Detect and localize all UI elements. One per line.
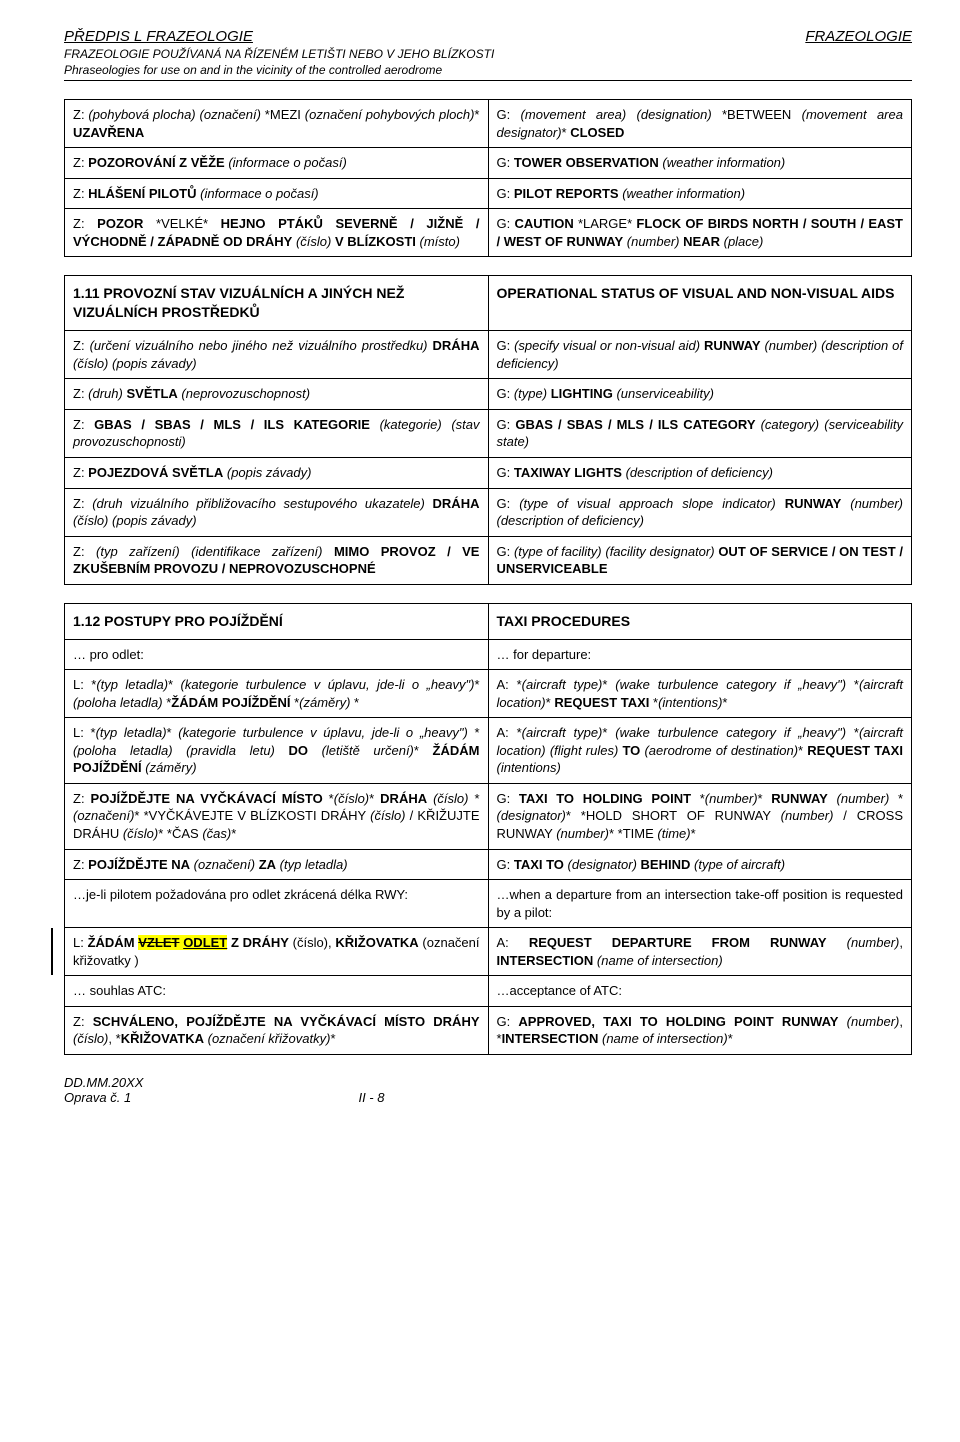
table-cell-en: G: (specify visual or non-visual aid) RU… (488, 331, 912, 379)
table-cell-cz: Z: (typ zařízení) (identifikace zařízení… (65, 536, 489, 584)
table-cell-en: A: *(aircraft type)* (wake turbulence ca… (488, 670, 912, 718)
section-1-11-cz: 1.11 PROVOZNÍ STAV VIZUÁLNÍCH A JINÝCH N… (65, 276, 489, 331)
table-cell-en: G: APPROVED, TAXI TO HOLDING POINT RUNWA… (488, 1006, 912, 1054)
table-cell-cz: Z: (druh vizuálního přibližovacího sestu… (65, 488, 489, 536)
table-cell-en: G: (type of facility) (facility designat… (488, 536, 912, 584)
table-cell-en: G: CAUTION *LARGE* FLOCK OF BIRDS NORTH … (488, 209, 912, 257)
table-cell-cz: Z: POJÍŽDĚJTE NA (označení) ZA (typ leta… (65, 849, 489, 880)
section-1-12-cz: 1.12 POSTUPY PRO POJÍŽDĚNÍ (65, 603, 489, 639)
section-1-12-en: TAXI PROCEDURES (488, 603, 912, 639)
table-cell-cz: Z: POZOROVÁNÍ Z VĚŽE (informace o počasí… (65, 148, 489, 179)
table-cell-cz: L: ŽÁDÁM VZLET ODLET Z DRÁHY (číslo), KŘ… (65, 928, 489, 976)
doc-title-left: PŘEDPIS L FRAZEOLOGIE (64, 28, 253, 45)
doc-subtitle-cz: FRAZEOLOGIE POUŽÍVANÁ NA ŘÍZENÉM LETIŠTI… (64, 47, 912, 63)
table-block-1: Z: (pohybová plocha) (označení) *MEZI (o… (64, 99, 912, 257)
table-cell-cz: Z: POJEZDOVÁ SVĚTLA (popis závady) (65, 457, 489, 488)
table-cell-cz: Z: HLÁŠENÍ PILOTŮ (informace o počasí) (65, 178, 489, 209)
table-cell-cz: Z: (druh) SVĚTLA (neprovozuschopnost) (65, 379, 489, 410)
table-cell-cz: Z: POJÍŽDĚJTE NA VYČKÁVACÍ MÍSTO *(číslo… (65, 783, 489, 849)
table-cell-en: G: TAXI TO (designator) BEHIND (type of … (488, 849, 912, 880)
table-cell-cz: Z: (pohybová plocha) (označení) *MEZI (o… (65, 100, 489, 148)
table-cell-en: G: (type of visual approach slope indica… (488, 488, 912, 536)
table-cell-en: G: TAXI TO HOLDING POINT *(number)* RUNW… (488, 783, 912, 849)
footer-page-number: II - 8 (358, 1090, 384, 1105)
table-cell-en: G: TAXIWAY LIGHTS (description of defici… (488, 457, 912, 488)
table-block-2: 1.11 PROVOZNÍ STAV VIZUÁLNÍCH A JINÝCH N… (64, 275, 912, 584)
table-cell-cz: … souhlas ATC: (65, 976, 489, 1007)
table-cell-cz: …je-li pilotem požadována pro odlet zkrá… (65, 880, 489, 928)
table-cell-cz: … pro odlet: (65, 639, 489, 670)
table-cell-cz: L: *(typ letadla)* (kategorie turbulence… (65, 718, 489, 784)
table-cell-en: A: *(aircraft type)* (wake turbulence ca… (488, 718, 912, 784)
footer-date: DD.MM.20XX (64, 1075, 384, 1090)
table-cell-cz: Z: POZOR *VELKÉ* HEJNO PTÁKŮ SEVERNĚ / J… (65, 209, 489, 257)
table-block-3: 1.12 POSTUPY PRO POJÍŽDĚNÍ TAXI PROCEDUR… (64, 603, 912, 1055)
table-cell-cz: Z: (určení vizuálního nebo jiného než vi… (65, 331, 489, 379)
table-cell-cz: Z: SCHVÁLENO, POJÍŽDĚJTE NA VYČKÁVACÍ MÍ… (65, 1006, 489, 1054)
table-cell-en: G: (type) LIGHTING (unserviceability) (488, 379, 912, 410)
table-cell-en: … for departure: (488, 639, 912, 670)
section-1-11-en: OPERATIONAL STATUS OF VISUAL AND NON-VIS… (488, 276, 912, 331)
table-cell-cz: Z: GBAS / SBAS / MLS / ILS KATEGORIE (ka… (65, 409, 489, 457)
table-cell-en: …when a departure from an intersection t… (488, 880, 912, 928)
footer-revision: Oprava č. 1 (64, 1090, 131, 1105)
table-cell-en: G: TOWER OBSERVATION (weather informatio… (488, 148, 912, 179)
table-cell-en: G: PILOT REPORTS (weather information) (488, 178, 912, 209)
doc-subtitle-en: Phraseologies for use on and in the vici… (64, 63, 912, 79)
table-cell-cz: L: *(typ letadla)* (kategorie turbulence… (65, 670, 489, 718)
table-cell-en: G: GBAS / SBAS / MLS / ILS CATEGORY (cat… (488, 409, 912, 457)
doc-title-right: FRAZEOLOGIE (805, 28, 912, 45)
table-cell-en: …acceptance of ATC: (488, 976, 912, 1007)
table-cell-en: G: (movement area) (designation) *BETWEE… (488, 100, 912, 148)
table-cell-en: A: REQUEST DEPARTURE FROM RUNWAY (number… (488, 928, 912, 976)
